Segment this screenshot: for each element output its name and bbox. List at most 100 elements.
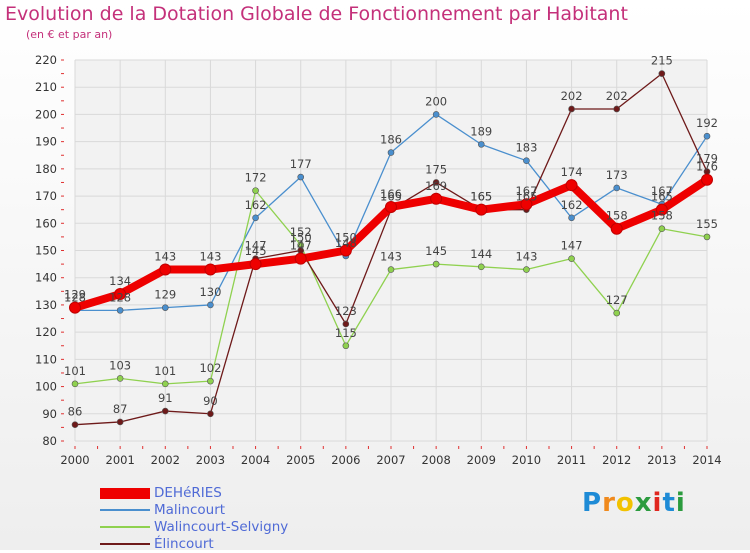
data-label: 166 bbox=[380, 187, 402, 201]
y-tick-label: 180 bbox=[35, 162, 57, 176]
x-tick-label: 2007 bbox=[376, 453, 405, 467]
data-label: 129 bbox=[64, 288, 86, 302]
data-label: 101 bbox=[64, 364, 86, 378]
data-label: 143 bbox=[199, 250, 221, 264]
data-point bbox=[520, 198, 533, 211]
data-point bbox=[568, 105, 575, 113]
data-label: 174 bbox=[561, 165, 583, 179]
proxiti-logo: Proxiti bbox=[582, 488, 686, 518]
data-point bbox=[252, 214, 259, 222]
data-point bbox=[477, 141, 485, 148]
data-label: 101 bbox=[154, 364, 176, 378]
x-tick-label: 2006 bbox=[331, 453, 360, 467]
legend-swatch bbox=[100, 488, 150, 499]
data-label: 165 bbox=[515, 190, 537, 204]
x-tick-label: 2009 bbox=[467, 453, 496, 467]
data-point bbox=[387, 149, 395, 156]
data-label: 175 bbox=[425, 162, 447, 176]
x-tick-label: 2004 bbox=[241, 453, 270, 467]
data-point bbox=[658, 225, 666, 233]
y-tick-label: 150 bbox=[35, 244, 57, 258]
data-label: 162 bbox=[245, 198, 267, 212]
data-point bbox=[69, 301, 81, 314]
x-tick-label: 2011 bbox=[557, 453, 586, 467]
data-label: 147 bbox=[245, 239, 267, 253]
data-point bbox=[477, 263, 485, 271]
data-point bbox=[116, 375, 124, 382]
data-point bbox=[71, 380, 79, 388]
data-label: 129 bbox=[154, 288, 176, 302]
data-label: 173 bbox=[606, 168, 628, 182]
data-label: 152 bbox=[290, 225, 312, 239]
data-point bbox=[568, 255, 575, 262]
data-label: 90 bbox=[203, 394, 218, 408]
logo-letter: P bbox=[582, 488, 603, 518]
data-point bbox=[523, 266, 530, 273]
data-point bbox=[655, 203, 668, 216]
data-label: 127 bbox=[606, 293, 628, 307]
data-point bbox=[339, 244, 352, 257]
data-point bbox=[252, 187, 259, 194]
y-tick-label: 200 bbox=[35, 107, 57, 121]
logo-letter: r bbox=[602, 488, 616, 518]
y-tick-label: 90 bbox=[42, 407, 57, 421]
data-point bbox=[71, 421, 79, 428]
data-label: 158 bbox=[606, 209, 628, 223]
chart-subtitle: (en € et par an) bbox=[26, 28, 113, 41]
data-point bbox=[207, 410, 214, 418]
legend-label: DEHéRIES bbox=[154, 485, 222, 501]
data-point bbox=[161, 304, 169, 311]
data-point bbox=[568, 214, 575, 222]
data-point bbox=[475, 203, 488, 216]
data-label: 202 bbox=[606, 89, 628, 103]
data-label: 150 bbox=[290, 231, 312, 245]
y-tick-label: 210 bbox=[35, 80, 57, 94]
data-point bbox=[703, 132, 711, 140]
data-point bbox=[342, 342, 350, 350]
x-tick-label: 2008 bbox=[422, 453, 451, 467]
logo-letter: i bbox=[652, 488, 663, 518]
data-label: 147 bbox=[561, 239, 583, 253]
data-label: 177 bbox=[290, 157, 312, 171]
data-label: 123 bbox=[335, 304, 357, 318]
data-label: 186 bbox=[380, 133, 402, 147]
data-label: 103 bbox=[109, 358, 131, 372]
data-point bbox=[297, 173, 305, 181]
y-tick-label: 140 bbox=[35, 271, 57, 285]
data-label: 165 bbox=[470, 190, 492, 204]
x-tick-label: 2013 bbox=[647, 453, 676, 467]
data-point bbox=[613, 105, 621, 113]
data-point bbox=[701, 173, 713, 186]
data-point bbox=[204, 263, 217, 276]
data-label: 91 bbox=[158, 391, 173, 405]
data-label: 167 bbox=[651, 184, 673, 198]
legend-label: Élincourt bbox=[154, 536, 214, 552]
x-tick-label: 2014 bbox=[692, 453, 721, 467]
x-tick-label: 2000 bbox=[60, 453, 89, 467]
chart-title: Evolution de la Dotation Globale de Fonc… bbox=[5, 3, 628, 25]
data-point bbox=[207, 377, 214, 385]
data-label: 143 bbox=[154, 250, 176, 264]
data-label: 148 bbox=[335, 236, 357, 250]
data-point bbox=[342, 320, 350, 328]
data-point bbox=[114, 288, 127, 301]
data-label: 189 bbox=[470, 124, 492, 138]
data-label: 165 bbox=[651, 190, 673, 204]
data-point bbox=[432, 260, 440, 268]
data-point bbox=[658, 70, 666, 77]
data-point bbox=[565, 179, 578, 192]
x-tick-label: 2012 bbox=[602, 453, 631, 467]
data-label: 155 bbox=[696, 217, 718, 231]
data-point bbox=[294, 252, 307, 265]
y-tick-label: 100 bbox=[35, 380, 57, 394]
data-label: 165 bbox=[380, 190, 402, 204]
data-point bbox=[387, 266, 395, 273]
data-label: 167 bbox=[515, 184, 537, 198]
y-tick-label: 130 bbox=[35, 298, 57, 312]
data-point bbox=[523, 157, 530, 164]
data-point bbox=[703, 233, 711, 241]
data-point bbox=[249, 258, 262, 271]
data-label: 183 bbox=[515, 141, 537, 155]
data-label: 87 bbox=[113, 402, 128, 416]
logo-letter: i bbox=[675, 488, 686, 518]
